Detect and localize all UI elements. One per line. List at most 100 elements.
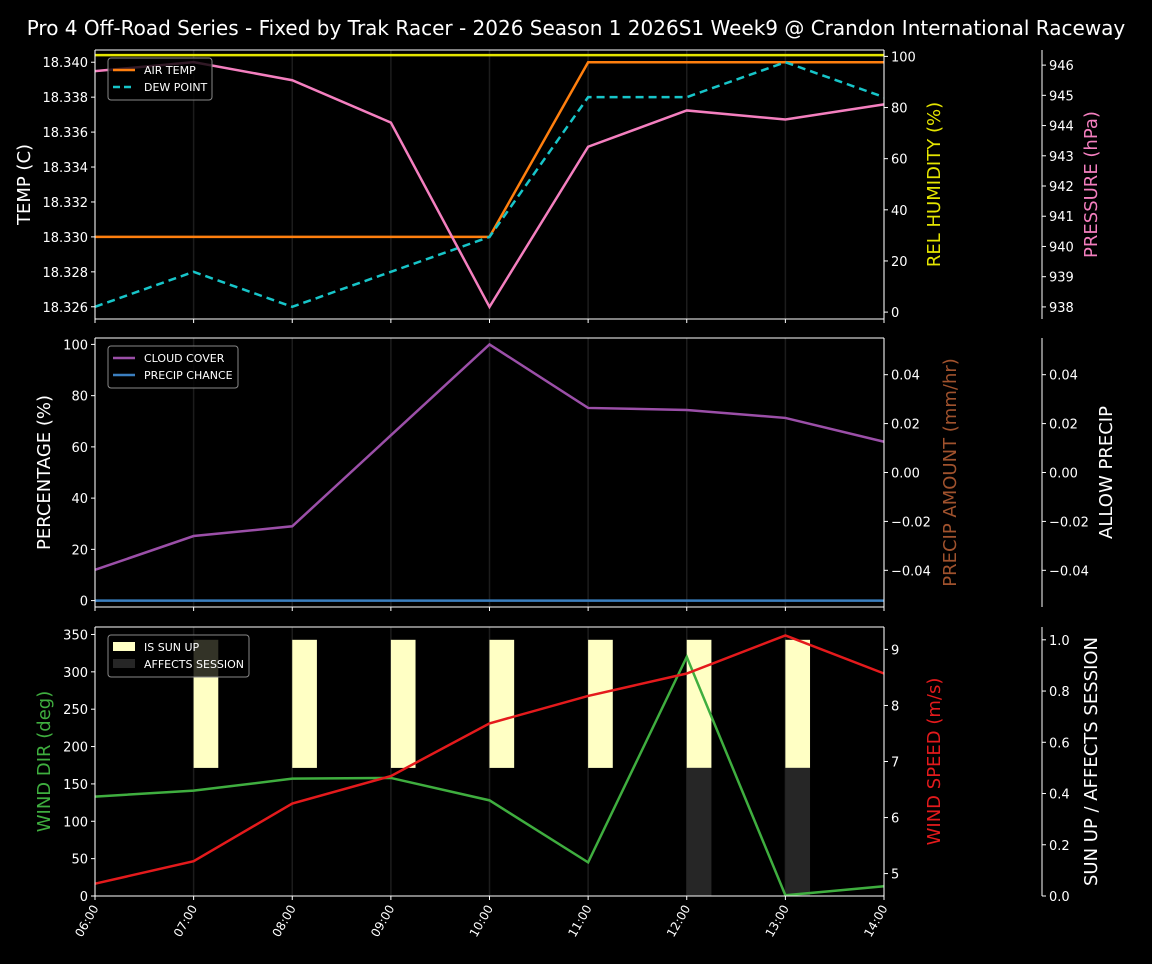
right1-tick-label: 9 [891, 643, 899, 658]
right1-tick-label: 6 [891, 812, 899, 827]
y-tick-label: 18.340 [43, 56, 89, 71]
sun-up-bar [390, 639, 416, 768]
y-tick-label: 50 [71, 853, 88, 868]
right2-tick-label: 0.0 [1049, 890, 1070, 905]
right2-tick-label: 0.04 [1049, 369, 1078, 384]
x-tick-label: 13:00 [763, 903, 792, 940]
legend-label: IS SUN UP [144, 641, 200, 654]
legend-label: AIR TEMP [144, 64, 196, 77]
right2-tick-label: 946 [1049, 59, 1074, 74]
y-tick-label: 60 [71, 441, 88, 456]
legend-label: CLOUD COVER [144, 352, 225, 365]
x-tick-label: 11:00 [565, 903, 594, 940]
x-tick-label: 07:00 [171, 903, 200, 940]
right1-tick-label: 20 [891, 255, 908, 270]
right2-tick-label: 945 [1049, 89, 1074, 104]
right1-tick-label: 40 [891, 204, 908, 219]
y-tick-label: 250 [63, 703, 88, 718]
legend-label: DEW POINT [144, 81, 208, 94]
affects-session-bar [785, 767, 811, 896]
x-tick-label: 09:00 [368, 903, 397, 940]
legend-box [107, 57, 213, 101]
series-line-series-3 [94, 60, 885, 310]
right1-tick-label: 0.02 [891, 418, 920, 433]
y-tick-label: 18.330 [43, 231, 89, 246]
right1-tick-label: −0.04 [891, 564, 931, 579]
legend-swatch [113, 659, 135, 668]
y-tick-label: 20 [71, 543, 88, 558]
y-tick-label: 0 [80, 595, 88, 610]
series-line-series-1 [94, 634, 885, 885]
right1-tick-label: 0.00 [891, 467, 920, 482]
y-tick-label: 100 [63, 338, 88, 353]
y-tick-label: 40 [71, 492, 88, 507]
right1-tick-label: 7 [891, 756, 899, 771]
chart-title: Pro 4 Off-Road Series - Fixed by Trak Ra… [27, 16, 1126, 40]
y-tick-label: 350 [63, 628, 88, 643]
legend-box [107, 634, 250, 678]
right2-tick-label: 938 [1049, 301, 1074, 316]
y-tick-label: 80 [71, 390, 88, 405]
right2-tick-label: −0.02 [1049, 515, 1089, 530]
legend-label: PRECIP CHANCE [144, 369, 233, 382]
right2-tick-label: 0.4 [1049, 788, 1070, 803]
right2-axis-label: ALLOW PRECIP [1096, 406, 1117, 539]
legend-label: AFFECTS SESSION [144, 658, 244, 671]
y-tick-label: 18.328 [43, 266, 89, 281]
y-tick-label: 18.336 [43, 126, 89, 141]
right2-tick-label: 0.02 [1049, 418, 1078, 433]
legend-box [107, 345, 239, 389]
right2-tick-label: 0.6 [1049, 736, 1070, 751]
right2-tick-label: 942 [1049, 180, 1074, 195]
y-tick-label: 0 [80, 890, 88, 905]
right1-tick-label: 5 [891, 868, 899, 883]
y-axis-label: TEMP (C) [14, 144, 35, 226]
right1-axis-label: PRECIP AMOUNT (mm/hr) [940, 358, 961, 587]
right2-axis-label: PRESSURE (hPa) [1081, 111, 1102, 258]
x-tick-label: 06:00 [72, 903, 101, 940]
y-tick-label: 18.334 [43, 161, 89, 176]
sun-up-bar [292, 639, 317, 768]
right2-tick-label: 943 [1049, 150, 1074, 165]
x-tick-label: 14:00 [861, 903, 890, 940]
sun-up-bar [588, 639, 613, 768]
right2-tick-label: −0.04 [1049, 564, 1089, 579]
right2-tick-label: 940 [1049, 240, 1074, 255]
x-tick-label: 10:00 [467, 903, 496, 940]
y-axis-label: PERCENTAGE (%) [34, 395, 55, 550]
sun-up-bar [489, 639, 515, 768]
right1-tick-label: 8 [891, 699, 899, 714]
right1-tick-label: −0.02 [891, 515, 931, 530]
right2-tick-label: 0.2 [1049, 839, 1070, 854]
series-line-dew-point [94, 60, 885, 309]
y-axis-label: WIND DIR (deg) [34, 691, 55, 833]
y-tick-label: 18.326 [43, 301, 89, 316]
y-tick-label: 18.338 [43, 91, 89, 106]
legend-swatch [113, 642, 135, 651]
x-tick-label: 08:00 [269, 903, 298, 940]
right1-axis-label: REL HUMIDITY (%) [924, 102, 945, 267]
right1-tick-label: 80 [891, 102, 908, 117]
x-tick-label: 12:00 [664, 903, 693, 940]
sun-up-bar [686, 639, 712, 768]
right2-axis-label: SUN UP / AFFECTS SESSION [1081, 637, 1102, 886]
right1-tick-label: 100 [891, 50, 916, 65]
right2-tick-label: 0.8 [1049, 685, 1070, 700]
right1-tick-label: 0 [891, 306, 899, 321]
right1-tick-label: 0.04 [891, 369, 920, 384]
right2-tick-label: 944 [1049, 120, 1074, 135]
y-tick-label: 300 [63, 666, 88, 681]
series-line-series-0 [94, 653, 885, 897]
y-tick-label: 200 [63, 741, 88, 756]
affects-session-bar [686, 767, 712, 896]
right1-tick-label: 60 [891, 153, 908, 168]
y-tick-label: 100 [63, 815, 88, 830]
right2-tick-label: 1.0 [1049, 634, 1070, 649]
right2-tick-label: 939 [1049, 271, 1074, 286]
right2-tick-label: 941 [1049, 210, 1074, 225]
y-tick-label: 18.332 [43, 196, 89, 211]
sun-up-bar [785, 639, 811, 768]
series-line-cloud-cover [94, 342, 885, 572]
right1-axis-label: WIND SPEED (m/s) [924, 678, 945, 846]
